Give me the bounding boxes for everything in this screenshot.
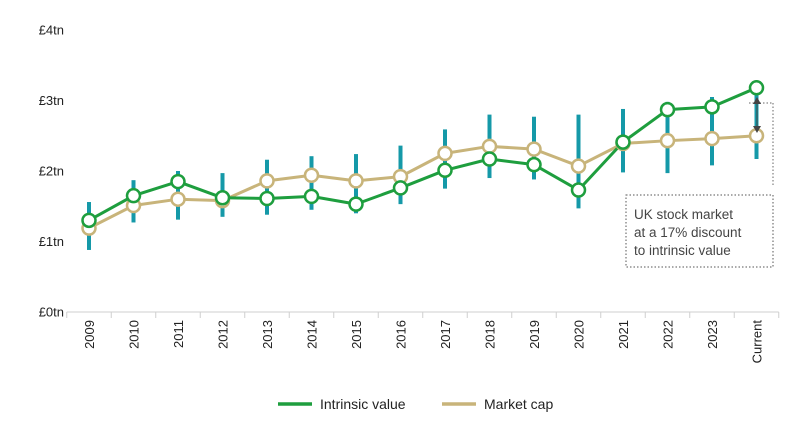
x-tick-label: 2016 xyxy=(394,320,409,349)
legend-label-intrinsic-value: Intrinsic value xyxy=(320,396,406,412)
data-point xyxy=(704,130,720,147)
discount-annotation: UK stock market at a 17% discount to int… xyxy=(625,97,774,268)
data-point xyxy=(214,190,231,206)
data-point xyxy=(437,162,453,179)
data-point xyxy=(748,80,765,96)
legend: Intrinsic value Market cap xyxy=(278,396,553,412)
x-tick-label: 2020 xyxy=(572,320,587,349)
data-point xyxy=(659,132,676,149)
series-line xyxy=(88,86,758,222)
annotation-line-1: UK stock market xyxy=(634,207,733,222)
data-point xyxy=(392,180,409,196)
x-tick-label: 2013 xyxy=(260,320,275,349)
annotation-line-2: at a 17% discount xyxy=(634,225,742,240)
y-tick-label: £0tn xyxy=(39,305,64,320)
data-point xyxy=(348,196,364,212)
legend-item-intrinsic-value: Intrinsic value xyxy=(278,396,406,412)
x-tick-label: 2011 xyxy=(171,320,186,348)
x-tick-label: 2019 xyxy=(527,320,542,349)
annotation-arrow-down-head xyxy=(753,126,761,133)
y-tick-label: £2tn xyxy=(39,164,64,179)
x-tick-label: 2014 xyxy=(305,320,320,349)
data-point xyxy=(81,212,97,229)
data-point xyxy=(481,151,498,167)
data-point xyxy=(570,158,587,174)
legend-label-market-cap: Market cap xyxy=(484,396,553,412)
y-tick-label: £3tn xyxy=(39,93,64,108)
data-point xyxy=(615,134,631,150)
data-point xyxy=(125,187,142,204)
series-lines xyxy=(88,86,758,230)
x-axis-labels: 2009 2010 2011 2012 2013 2014 2015 2016 2017 2018… xyxy=(82,320,765,364)
x-tick-label: 2015 xyxy=(349,320,364,349)
data-point xyxy=(526,141,542,157)
legend-item-market-cap: Market cap xyxy=(442,396,553,412)
x-tick-label: 2021 xyxy=(616,320,631,349)
annotation-line-3: to intrinsic value xyxy=(634,243,731,258)
data-point xyxy=(348,173,364,189)
data-point xyxy=(481,138,498,155)
x-tick-label: 2023 xyxy=(705,320,720,349)
x-tick-label: 2022 xyxy=(661,320,676,349)
data-point xyxy=(704,99,720,115)
data-point xyxy=(259,173,275,189)
annotation-arrow-up-head xyxy=(753,97,761,104)
x-axis-ticks xyxy=(66,312,780,318)
data-point xyxy=(570,182,587,198)
x-tick-label: Current xyxy=(750,320,765,364)
y-tick-label: £1tn xyxy=(39,234,64,249)
annotation-box xyxy=(625,194,774,268)
x-tick-label: 2018 xyxy=(483,320,498,349)
series-line xyxy=(88,134,757,230)
y-tick-label: £4tn xyxy=(39,23,64,38)
x-tick-label: 2010 xyxy=(127,320,142,349)
data-point xyxy=(659,101,676,118)
data-point xyxy=(526,156,542,173)
data-point xyxy=(303,167,320,183)
x-tick-label: 2017 xyxy=(438,320,453,349)
x-tick-label: 2012 xyxy=(216,320,231,349)
data-point xyxy=(437,145,453,162)
data-point xyxy=(170,173,186,190)
y-axis-labels: £0tn £1tn £2tn £3tn £4tn xyxy=(39,23,64,320)
data-point xyxy=(170,191,186,207)
data-point xyxy=(303,188,320,205)
data-point xyxy=(259,190,275,207)
x-tick-label: 2009 xyxy=(82,320,97,349)
